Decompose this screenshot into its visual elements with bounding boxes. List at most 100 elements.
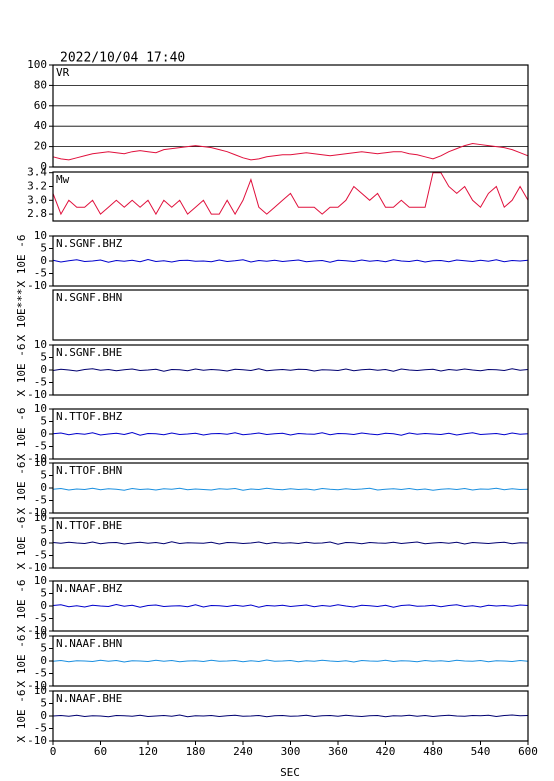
y-tick-label: 60 bbox=[34, 99, 47, 112]
y-tick-label: -5 bbox=[34, 722, 47, 735]
panel-label: N.SGNF.BHE bbox=[56, 346, 122, 359]
trace-line bbox=[52, 659, 529, 663]
y-axis-label: X 10E -6 bbox=[15, 517, 28, 570]
y-tick-label: -10 bbox=[27, 734, 47, 747]
x-tick-label: 600 bbox=[518, 745, 538, 758]
trace-line bbox=[52, 487, 529, 491]
x-tick-label: 120 bbox=[138, 745, 158, 758]
trace-line bbox=[52, 143, 529, 161]
x-tick-label: 60 bbox=[94, 745, 107, 758]
y-tick-label: 0 bbox=[40, 160, 47, 173]
x-tick-label: 0 bbox=[50, 745, 57, 758]
trace-line bbox=[52, 541, 529, 545]
x-tick-label: 180 bbox=[186, 745, 206, 758]
y-tick-label: 0 bbox=[40, 654, 47, 667]
y-tick-label: 0 bbox=[40, 481, 47, 494]
y-tick-label: -10 bbox=[27, 452, 47, 465]
y-tick-label: 0 bbox=[40, 536, 47, 549]
y-tick-label: 0 bbox=[40, 599, 47, 612]
plot-frame bbox=[52, 635, 529, 687]
plot-frame bbox=[52, 517, 529, 569]
y-tick-label: 10 bbox=[34, 229, 47, 242]
panel-label: VR bbox=[56, 66, 70, 79]
y-tick-label: 10 bbox=[34, 402, 47, 415]
y-axis-label: X 10E -6 bbox=[15, 235, 28, 288]
y-tick-label: 10 bbox=[34, 511, 47, 524]
x-tick-label: 420 bbox=[376, 745, 396, 758]
y-tick-label: -10 bbox=[27, 279, 47, 292]
y-tick-label: -5 bbox=[34, 440, 47, 453]
y-tick-label: 0 bbox=[40, 363, 47, 376]
x-tick-label: 360 bbox=[328, 745, 348, 758]
plot-frame bbox=[52, 580, 529, 632]
y-tick-label: -5 bbox=[34, 667, 47, 680]
x-axis-label: SEC bbox=[280, 766, 300, 779]
panel-label: N.TTOF.BHN bbox=[56, 464, 122, 477]
y-tick-label: -10 bbox=[27, 561, 47, 574]
panel-label: N.NAAF.BHZ bbox=[56, 582, 123, 595]
plot-frame bbox=[52, 171, 529, 222]
y-tick-label: 10 bbox=[34, 684, 47, 697]
y-tick-label: 5 bbox=[40, 415, 47, 428]
y-tick-label: -5 bbox=[34, 612, 47, 625]
y-tick-label: 3.2 bbox=[27, 179, 47, 192]
plot-frame bbox=[52, 344, 529, 396]
y-axis-label: X 10E -6 bbox=[15, 690, 28, 743]
y-tick-label: -10 bbox=[27, 506, 47, 519]
panel-label: N.SGNF.BHZ bbox=[56, 237, 123, 250]
x-tick-label: 300 bbox=[281, 745, 301, 758]
y-tick-label: 10 bbox=[34, 338, 47, 351]
y-tick-label: 0 bbox=[40, 427, 47, 440]
y-tick-label: 5 bbox=[40, 587, 47, 600]
y-axis-label: X 10E -6 bbox=[15, 635, 28, 688]
y-axis-label: X 10E -6 bbox=[15, 408, 28, 461]
y-tick-label: -5 bbox=[34, 376, 47, 389]
panel-label: N.SGNF.BHN bbox=[56, 291, 122, 304]
x-tick-label: 480 bbox=[423, 745, 443, 758]
y-tick-label: 5 bbox=[40, 242, 47, 255]
plot-frame bbox=[52, 462, 529, 514]
y-tick-label: 5 bbox=[40, 642, 47, 655]
y-tick-label: 100 bbox=[27, 58, 47, 71]
plot-frame bbox=[52, 408, 529, 460]
y-tick-label: 10 bbox=[34, 629, 47, 642]
x-tick-label: 540 bbox=[471, 745, 491, 758]
x-tick-label: 240 bbox=[233, 745, 253, 758]
y-tick-label: 40 bbox=[34, 119, 47, 132]
trace-line bbox=[52, 172, 529, 216]
panel-label: N.NAAF.BHE bbox=[56, 692, 122, 705]
panel-label: Mw bbox=[56, 173, 70, 186]
panel-label: N.TTOF.BHZ bbox=[56, 410, 123, 423]
panel-label: N.TTOF.BHE bbox=[56, 519, 122, 532]
trace-line bbox=[52, 603, 529, 608]
y-tick-label: 20 bbox=[34, 140, 47, 153]
y-tick-label: 5 bbox=[40, 697, 47, 710]
y-tick-label: 5 bbox=[40, 469, 47, 482]
plot-frame bbox=[52, 64, 529, 168]
y-tick-label: 2.8 bbox=[27, 207, 47, 220]
y-tick-label: -10 bbox=[27, 679, 47, 692]
chart-title: 2022/10/04 17:40 bbox=[60, 51, 185, 66]
y-tick-label: 0 bbox=[40, 254, 47, 267]
y-tick-label: 0 bbox=[40, 709, 47, 722]
y-tick-label: -5 bbox=[34, 267, 47, 280]
y-tick-label: -5 bbox=[34, 494, 47, 507]
y-tick-label: 80 bbox=[34, 78, 47, 91]
y-tick-label: 10 bbox=[34, 574, 47, 587]
y-tick-label: -10 bbox=[27, 388, 47, 401]
y-tick-label: 3.4 bbox=[27, 166, 47, 179]
y-tick-label: 5 bbox=[40, 351, 47, 364]
y-tick-label: -10 bbox=[27, 624, 47, 637]
y-tick-label: -5 bbox=[34, 549, 47, 562]
y-axis-label: X 10E -6 bbox=[15, 580, 28, 633]
trace-line bbox=[52, 431, 529, 436]
y-tick-label: 10 bbox=[34, 456, 47, 469]
panel-label: N.NAAF.BHN bbox=[56, 637, 122, 650]
trace-line bbox=[52, 714, 529, 718]
plot-frame bbox=[52, 235, 529, 287]
y-axis-label: X 10E*** bbox=[15, 289, 28, 342]
y-tick-label: 3.0 bbox=[27, 193, 47, 206]
trace-line bbox=[52, 368, 529, 372]
